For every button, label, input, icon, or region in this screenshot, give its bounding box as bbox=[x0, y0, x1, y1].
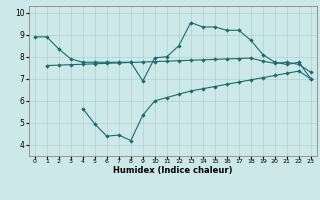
X-axis label: Humidex (Indice chaleur): Humidex (Indice chaleur) bbox=[113, 166, 233, 175]
